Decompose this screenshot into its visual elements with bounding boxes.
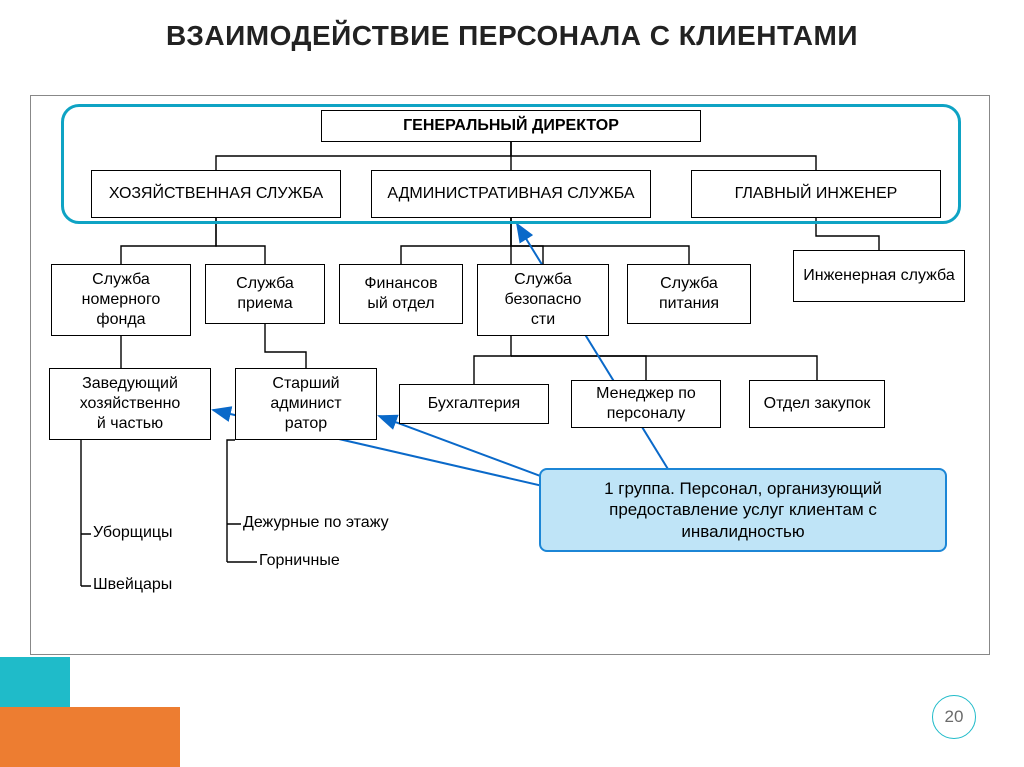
connector (511, 218, 689, 264)
connector (216, 218, 265, 264)
org-node-r3c: Финансов ый отдел (339, 264, 463, 324)
org-chart: ГЕНЕРАЛЬНЫЙ ДИРЕКТОР ХОЗЯЙСТВЕННАЯ СЛУЖБА… (30, 95, 990, 655)
callout-text: 1 группа. Персонал, организующий предост… (604, 479, 882, 541)
org-node-l1b: АДМИНИСТРАТИВНАЯ СЛУЖБА (371, 170, 651, 218)
leaf-lf4: Горничные (259, 552, 340, 570)
connector (511, 142, 816, 170)
page-number-text: 20 (945, 707, 964, 727)
org-node-r4b: Старший админист ратор (235, 368, 377, 440)
org-node-r3d: Служба безопасно сти (477, 264, 609, 336)
leaf-lf1: Уборщицы (93, 524, 173, 542)
org-node-root: ГЕНЕРАЛЬНЫЙ ДИРЕКТОР (321, 110, 701, 142)
org-node-r3f: Инженерная служба (793, 250, 965, 302)
org-node-r3a: Служба номерного фонда (51, 264, 191, 336)
callout-group1: 1 группа. Персонал, организующий предост… (539, 468, 947, 552)
connector (227, 440, 257, 562)
connector (216, 142, 511, 170)
org-node-l1c: ГЛАВНЫЙ ИНЖЕНЕР (691, 170, 941, 218)
connector (816, 218, 879, 250)
org-node-r4a: Заведующий хозяйственно й частью (49, 368, 211, 440)
connector (511, 218, 543, 264)
org-node-l1a: ХОЗЯЙСТВЕННАЯ СЛУЖБА (91, 170, 341, 218)
connector (401, 218, 511, 264)
org-node-r4c: Бухгалтерия (399, 384, 549, 424)
leaf-lf3: Дежурные по этажу (243, 514, 389, 532)
page-number: 20 (932, 695, 976, 739)
connector (81, 440, 91, 586)
slide-title: ВЗАИМОДЕЙСТВИЕ ПЕРСОНАЛА С КЛИЕНТАМИ (0, 0, 1024, 60)
connector (265, 324, 306, 368)
org-node-r4d: Менеджер по персоналу (571, 380, 721, 428)
org-node-r3b: Служба приема (205, 264, 325, 324)
corner-decoration (0, 647, 200, 767)
connector (511, 356, 646, 380)
leaf-lf2: Швейцары (93, 576, 172, 594)
org-node-r3e: Служба питания (627, 264, 751, 324)
connector (121, 218, 216, 264)
connector (511, 356, 817, 380)
org-node-r4e: Отдел закупок (749, 380, 885, 428)
callout-arrow (517, 224, 671, 474)
